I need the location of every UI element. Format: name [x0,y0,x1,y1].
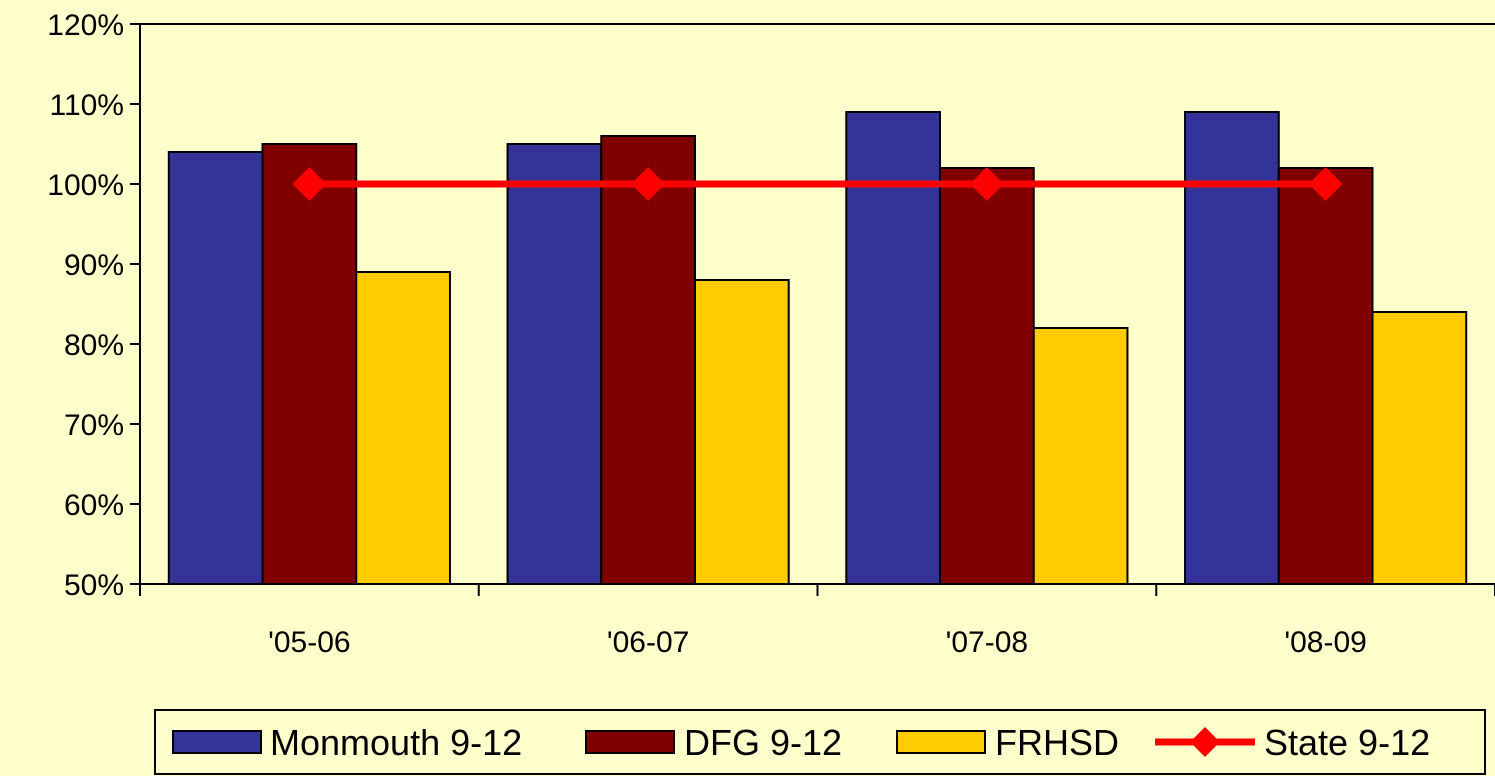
y-axis: 50% 60% 70% 80% 90% 100% 110% 120% [47,9,141,602]
bar-frhsd [693,279,790,585]
bar-frhsd [355,271,451,585]
bar-frhsd [1032,327,1129,585]
x-tick-label: '06-07 [607,626,689,659]
legend-swatch-dfg [585,730,675,754]
bar-dfg-9-12 [939,167,1035,585]
state-point [631,167,666,201]
bar-dfg-9-12 [1277,167,1374,585]
legend-swatch-monmouth [172,730,262,754]
x-axis: '05-06 '06-07 '07-08 '08-09 [139,583,1495,659]
legend-label-state: State 9-12 [1264,722,1430,763]
legend-label-monmouth: Monmouth 9-12 [270,722,522,763]
state-point [292,167,327,201]
state-point [1308,167,1343,201]
y-tick-label: 110% [49,89,124,122]
legend-label-dfg: DFG 9-12 [684,722,842,763]
y-tick-label: 120% [47,9,124,42]
legend-swatch-frhsd [896,730,986,754]
bar-monmouth-9-12 [167,151,264,585]
x-tick-label: '08-09 [1284,626,1366,659]
bar-monmouth-9-12 [1184,111,1280,585]
y-tick-label: 50% [64,569,124,602]
legend-marker-state [1190,727,1220,757]
bar-monmouth-9-12 [845,111,942,585]
bar-dfg-9-12 [600,135,696,585]
bar-monmouth-9-12 [506,143,603,585]
legend-box [154,709,1486,775]
x-tick-label: '05-06 [268,626,350,659]
state-point [969,167,1004,201]
legend-label-frhsd: FRHSD [995,722,1119,763]
y-tick-label: 60% [64,489,124,522]
bars [167,111,1468,585]
y-tick-label: 90% [64,249,124,282]
state-line-series [292,167,1343,201]
y-tick-label: 100% [47,169,124,202]
bar-frhsd [1371,311,1468,585]
y-tick-label: 80% [64,329,124,362]
x-tick-label: '07-08 [946,626,1028,659]
legend: Monmouth 9-12 DFG 9-12 FRHSD State 9-12 [154,709,1486,775]
y-tick-label: 70% [64,409,124,442]
bar-dfg-9-12 [261,143,358,585]
